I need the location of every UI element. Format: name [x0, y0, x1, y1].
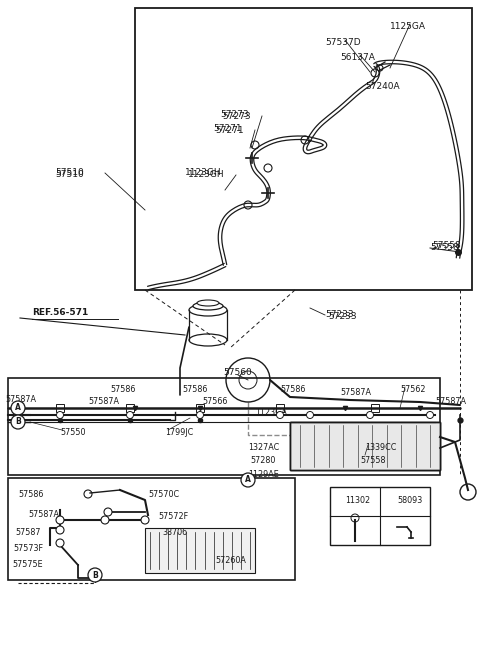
Circle shape	[141, 516, 149, 524]
Ellipse shape	[197, 300, 219, 306]
Text: 1125GA: 1125GA	[390, 22, 426, 31]
Text: 57560: 57560	[224, 368, 252, 377]
Text: 57271: 57271	[213, 124, 241, 133]
Circle shape	[11, 415, 25, 429]
Circle shape	[11, 401, 25, 415]
Text: 1327AC: 1327AC	[248, 443, 279, 452]
Text: 57558: 57558	[432, 240, 461, 249]
Text: 1123GH: 1123GH	[188, 170, 225, 179]
Circle shape	[241, 473, 255, 487]
Text: 57273: 57273	[222, 112, 251, 121]
Bar	[56, 404, 64, 412]
Circle shape	[196, 411, 204, 418]
Text: A: A	[245, 475, 251, 484]
Text: B: B	[92, 570, 98, 579]
Text: 57586: 57586	[110, 385, 135, 394]
Circle shape	[56, 526, 64, 534]
Bar	[290, 422, 440, 470]
Circle shape	[56, 516, 64, 524]
Text: 1123GH: 1123GH	[185, 168, 222, 177]
Bar	[135, 8, 472, 290]
Circle shape	[427, 411, 433, 418]
Text: 57570C: 57570C	[148, 490, 179, 499]
Circle shape	[101, 516, 109, 524]
Bar	[290, 422, 440, 470]
Text: 57260A: 57260A	[215, 556, 246, 565]
Text: 11302: 11302	[346, 496, 371, 505]
Text: 57240A: 57240A	[365, 82, 400, 91]
Text: 38706: 38706	[162, 528, 187, 537]
Circle shape	[57, 411, 63, 418]
Text: 57586: 57586	[182, 385, 207, 394]
Text: 57587A: 57587A	[88, 397, 119, 406]
Text: 57558: 57558	[360, 456, 385, 465]
Bar	[126, 404, 134, 412]
Circle shape	[307, 411, 313, 418]
Text: 57271: 57271	[215, 126, 244, 135]
Text: 57510: 57510	[55, 168, 84, 177]
Bar	[330, 487, 430, 545]
Circle shape	[276, 411, 284, 418]
Ellipse shape	[193, 302, 223, 310]
Text: 57587A: 57587A	[435, 397, 466, 406]
Ellipse shape	[189, 334, 227, 346]
Circle shape	[351, 514, 359, 522]
Bar	[290, 422, 440, 470]
Text: 57572F: 57572F	[158, 512, 188, 521]
Text: 1129AE: 1129AE	[248, 470, 279, 479]
Text: 1123GA: 1123GA	[255, 408, 287, 417]
Text: 57273: 57273	[220, 110, 249, 119]
Text: 57510: 57510	[55, 170, 84, 179]
Text: 57573F: 57573F	[13, 544, 43, 553]
Text: 57566: 57566	[202, 397, 228, 406]
Circle shape	[56, 539, 64, 547]
Circle shape	[127, 411, 133, 418]
Circle shape	[88, 568, 102, 582]
Circle shape	[367, 411, 373, 418]
Text: 57587A: 57587A	[28, 510, 59, 519]
Text: 57587A: 57587A	[340, 388, 371, 397]
Bar	[196, 404, 204, 412]
Text: 56137A: 56137A	[340, 53, 375, 62]
Text: 58093: 58093	[397, 496, 422, 505]
Text: 57233: 57233	[325, 310, 354, 319]
Text: 57587A: 57587A	[5, 395, 36, 404]
Bar	[371, 404, 379, 412]
Text: A: A	[15, 403, 21, 412]
Text: 57280: 57280	[250, 456, 276, 465]
Bar	[8, 478, 295, 580]
Text: 57587: 57587	[15, 528, 40, 537]
Text: 1339CC: 1339CC	[365, 443, 396, 452]
Text: 57586: 57586	[280, 385, 305, 394]
Text: 57562: 57562	[400, 385, 425, 394]
Text: 57558: 57558	[430, 243, 459, 252]
Bar	[276, 404, 284, 412]
Bar	[8, 378, 440, 475]
Text: B: B	[15, 418, 21, 426]
Text: 57586: 57586	[18, 490, 43, 499]
Text: 57537D: 57537D	[325, 38, 360, 47]
Text: REF.56-571: REF.56-571	[32, 308, 88, 317]
Text: 1799JC: 1799JC	[165, 428, 193, 437]
Bar	[145, 528, 255, 573]
Circle shape	[104, 508, 112, 516]
Text: 57233: 57233	[328, 312, 357, 321]
Text: 57550: 57550	[60, 428, 85, 437]
Text: 57575E: 57575E	[12, 560, 43, 569]
